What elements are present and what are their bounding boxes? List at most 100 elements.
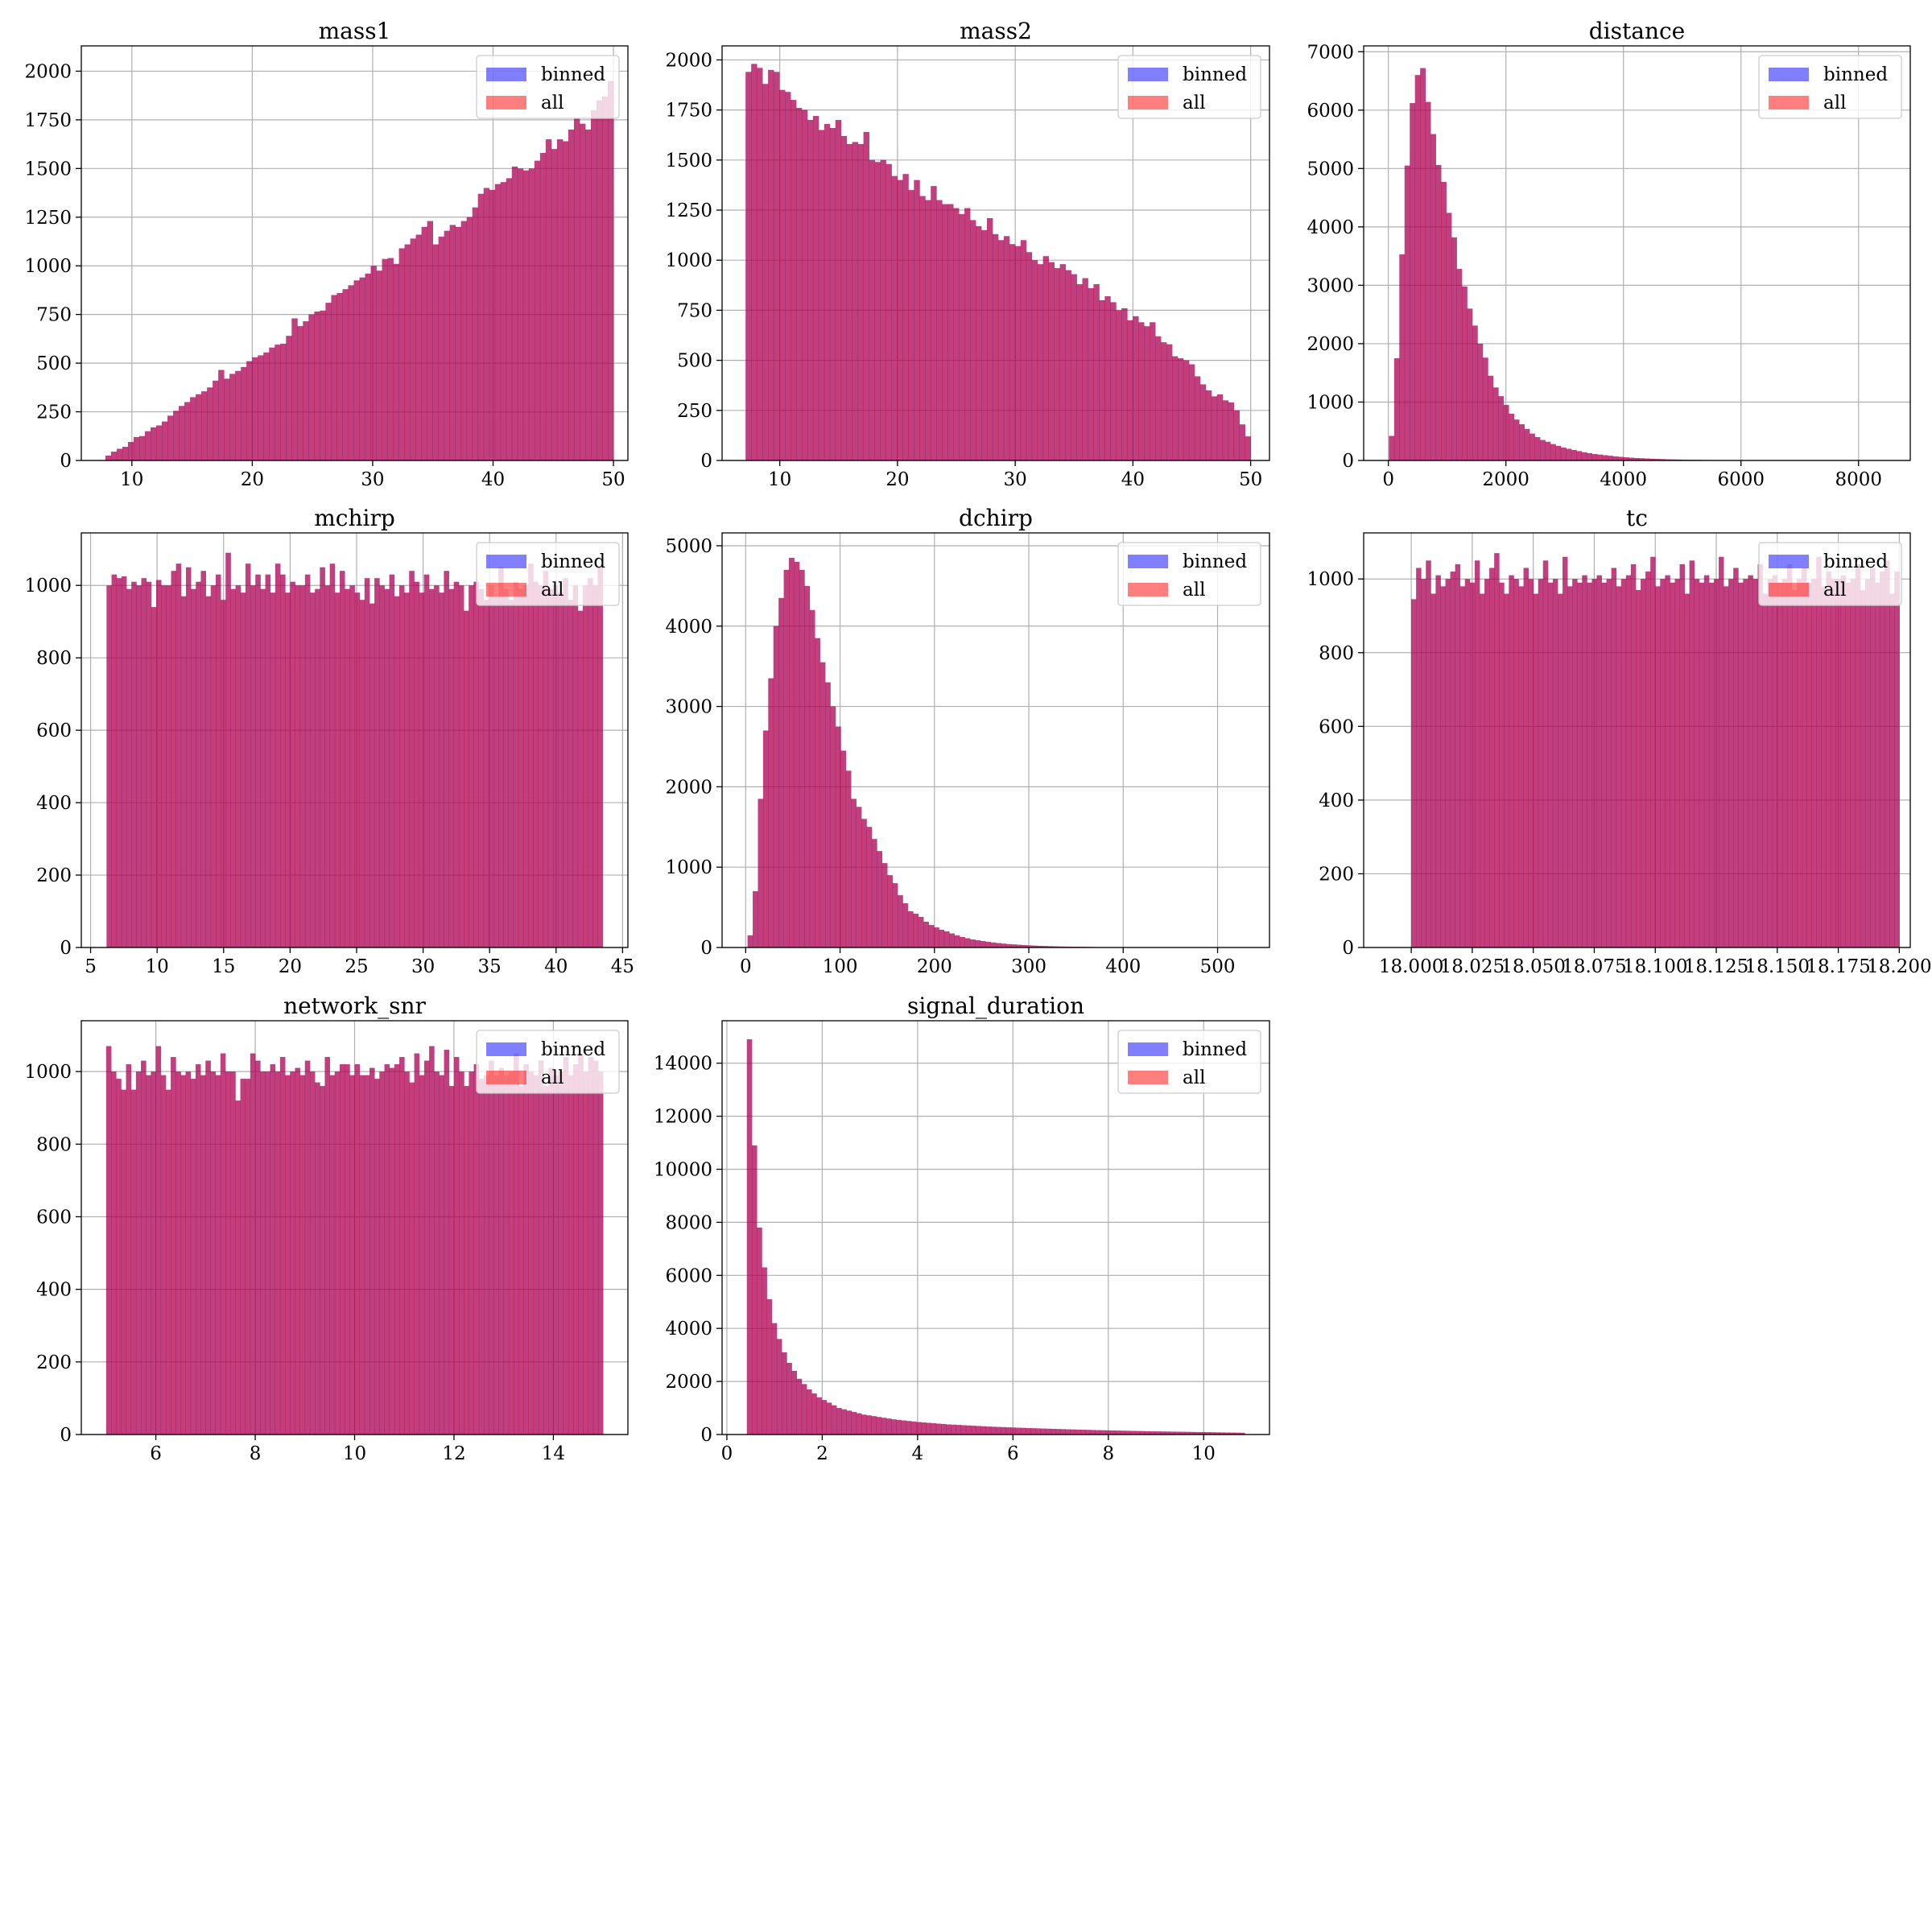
histogram-bar [1435,164,1442,460]
histogram-bar [824,124,831,460]
histogram-bar [1233,410,1241,460]
histogram-bar [205,596,212,947]
histogram-bar [1545,441,1551,460]
histogram-bar [1611,568,1617,947]
histogram-bar [218,369,225,460]
histogram-bar [866,827,873,947]
histogram-bar [1699,582,1705,947]
histogram-bar [1399,254,1406,460]
histogram-bar [528,564,534,947]
histogram-bar [954,935,960,947]
histogram-bar [602,96,609,460]
histogram-bar [1133,316,1139,460]
legend: binned all [476,1030,620,1094]
histogram-bar [543,1086,549,1435]
histogram-bar [1587,452,1593,460]
histogram-bar [379,585,385,947]
histogram-bar [976,225,982,460]
histogram-bar [1001,1426,1006,1435]
histogram-bar [1239,424,1245,460]
histogram-bar [840,750,847,947]
legend: binned all [1758,55,1902,119]
histogram-bar [1757,564,1763,947]
histogram-bar [831,1405,837,1435]
histogram-bar [1037,264,1044,460]
histogram-bar [1530,433,1535,460]
histogram-bar [1455,564,1461,947]
histogram-bar [348,285,354,460]
histogram-bar [1060,1429,1066,1435]
legend: binned all [1117,542,1261,606]
histogram-bar [1425,101,1431,461]
legend-label: all [1183,1067,1205,1088]
x-tick-label: 0 [721,1443,733,1464]
histogram-bar [116,578,122,947]
histogram-bar [1026,1427,1031,1435]
histogram-bar [201,391,208,460]
histogram-bar [1080,1430,1086,1435]
histogram-bar [165,1089,171,1435]
histogram-bar [421,226,427,460]
histogram-bar [448,1086,455,1435]
y-tick-label: 1250 [24,208,72,229]
histogram-bar [1835,579,1841,947]
histogram-bar [1555,445,1562,460]
histogram-bar [608,80,614,461]
histogram-bar [190,1079,196,1435]
histogram-bar [558,592,564,947]
histogram-bar [946,1424,952,1435]
y-tick-label: 600 [36,720,72,741]
histogram-bar [891,175,898,461]
histogram-bar [577,610,584,947]
y-tick-label: 2000 [665,777,712,798]
y-tick-label: 500 [677,351,712,372]
legend-swatch-all [486,96,526,109]
y-tick-label: 2000 [665,1372,712,1393]
histogram-bar [483,188,490,460]
histogram-bar [342,289,349,460]
histogram-bar [1635,589,1641,947]
histogram-bar [1042,256,1050,460]
histogram-bar [931,1422,937,1435]
histogram-bar [1767,579,1773,947]
histogram-bar [1620,579,1627,947]
histogram-bar [458,585,464,947]
histogram-bar [161,585,167,947]
histogram-bar [1670,582,1675,947]
histogram-bar [871,1416,877,1435]
histogram-bar [791,1370,797,1435]
y-tick-label: 400 [36,793,72,814]
histogram-bar [1816,556,1822,947]
histogram-bar [563,1057,569,1435]
histogram-bar [588,1057,594,1435]
histogram-bar [1125,1430,1131,1435]
x-tick-label: 40 [1121,469,1145,490]
histogram-bar [1026,252,1033,460]
histogram-bar [981,229,988,460]
histogram-bar [914,180,920,460]
histogram-bar [1713,579,1719,947]
histogram-bar [1513,579,1519,947]
histogram-bar [1055,1429,1061,1435]
y-tick-label: 1000 [24,256,72,277]
histogram-bar [255,1060,261,1435]
histogram-bar [928,925,935,947]
histogram-bar [384,588,390,947]
histogram-bar [290,1071,295,1435]
histogram-bar [175,1071,181,1435]
histogram-bar [308,314,315,460]
legend-label: binned [1823,64,1888,85]
histogram-bar [1165,1431,1170,1435]
x-tick-label: 4000 [1600,469,1647,490]
histogram-bar [245,1079,251,1435]
y-tick-label: 1000 [1307,569,1354,590]
histogram-bar [545,139,552,460]
histogram-bar [1645,572,1651,947]
legend-swatch-all [486,1071,526,1084]
histogram-bar [1421,579,1426,947]
histogram-bar [1708,582,1715,947]
legend-swatch-all [1128,583,1168,597]
histogram-bar [225,552,231,947]
histogram-bar [965,1425,972,1435]
histogram-bar [1410,103,1416,460]
